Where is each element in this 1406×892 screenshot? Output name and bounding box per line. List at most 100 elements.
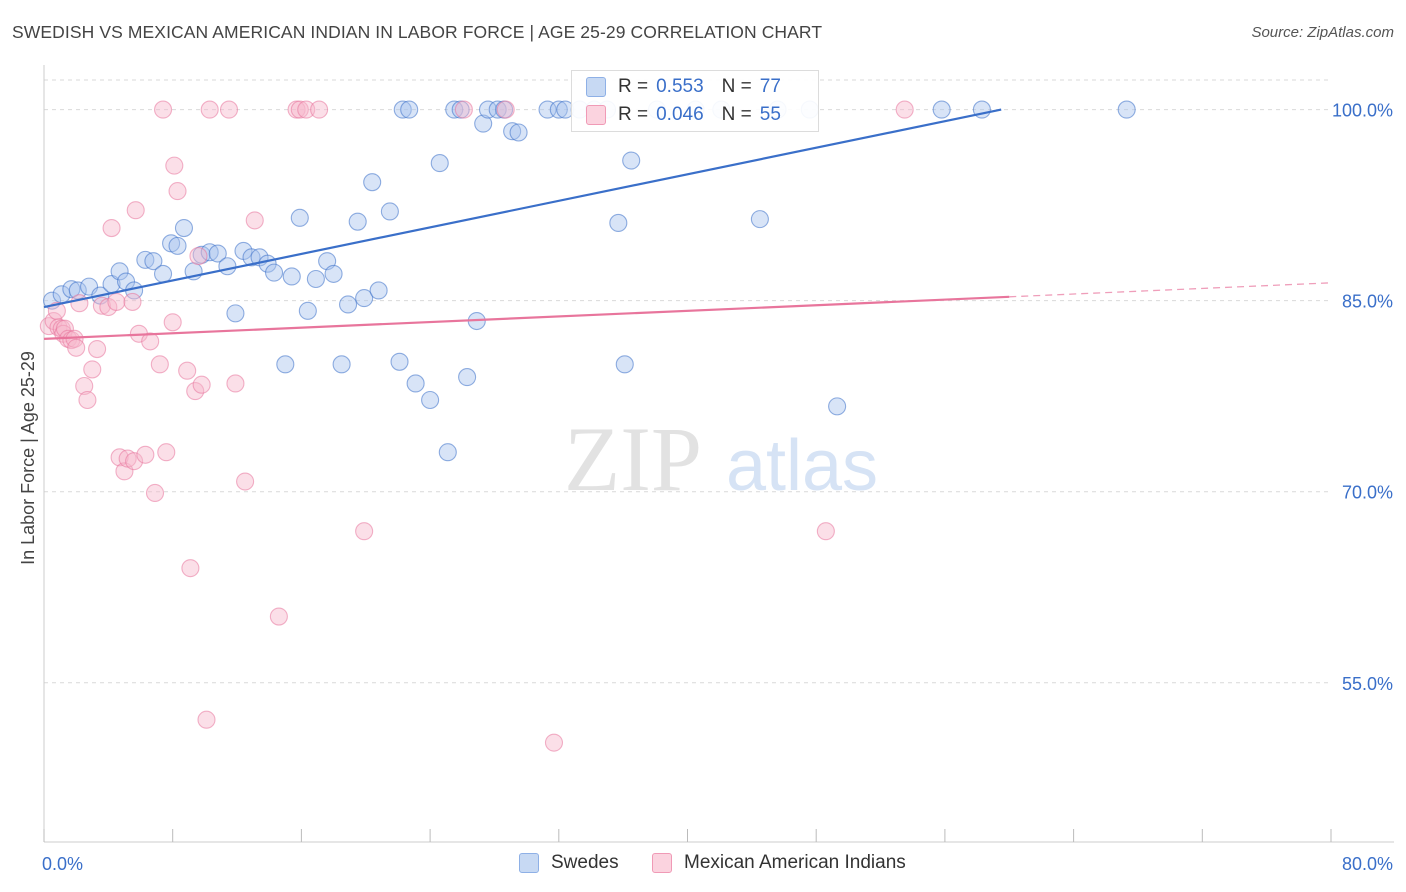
mexican-american-indians-swatch [586, 105, 606, 125]
swedes-trend-line [43, 108, 1002, 309]
mexican-american-indians-point [92, 296, 111, 315]
swedes-point [276, 355, 295, 374]
mexican-american-indians-point [75, 376, 94, 396]
swedes-point [438, 443, 457, 462]
y-tick-label: 55.0% [1342, 674, 1393, 694]
mexican-american-indians-point [544, 733, 564, 752]
swedes-point [750, 210, 769, 229]
mexican-american-indians-point [168, 182, 187, 201]
swedes-point [369, 281, 388, 300]
swedes-point [609, 213, 628, 232]
r-label: R = [618, 104, 649, 125]
mexican-american-indians-point [102, 218, 121, 238]
legend-item-mexican-american-indians: Mexican American Indians [652, 852, 906, 874]
swedes-point [393, 100, 412, 119]
swedes-point [168, 236, 187, 255]
swedes-point [218, 257, 237, 276]
mexican-american-indians-point [245, 211, 264, 230]
n-label: N = [721, 104, 752, 125]
swedes-point [62, 280, 81, 299]
watermark-zip: ZIP [564, 408, 702, 510]
swedes-point [430, 154, 449, 173]
tick-labels: 100.0% 85.0% 70.0% 55.0% 0.0% 80.0% [42, 101, 1393, 874]
mexican-american-indians-point [355, 522, 374, 541]
swedes-point [265, 263, 284, 282]
swedes-point [208, 244, 227, 263]
trend-lines [43, 108, 1332, 340]
swedes-point [390, 352, 409, 371]
mexican-american-indians-point [895, 100, 914, 119]
mexican-american-indians-point [200, 100, 219, 119]
mexican-american-indians-point [145, 483, 165, 503]
r-value: 0.046 [656, 104, 704, 125]
swedes-point [290, 208, 309, 227]
swedes-point [478, 100, 498, 119]
watermark: ZIP atlas [564, 408, 878, 510]
mexican-american-indians-point [70, 294, 89, 313]
swedes-point [355, 289, 374, 308]
mexican-american-indians-point [157, 443, 176, 462]
swedes-point [144, 252, 163, 271]
mexican-american-indians-point [236, 472, 255, 491]
y-tick-label: 85.0% [1342, 292, 1393, 312]
swedes-point [153, 264, 173, 283]
x-tick-label: 80.0% [1342, 854, 1393, 874]
swedes-point [332, 355, 351, 374]
mexican-american-indians-point [125, 452, 144, 471]
swedes-point [615, 355, 634, 374]
mexican-american-indians-point [192, 375, 211, 394]
swedes-point [828, 397, 847, 416]
mexican-american-indians-point [107, 292, 126, 311]
source-label: Source: ZipAtlas.com [1251, 24, 1394, 41]
swedes-point [549, 100, 568, 119]
n-value: 55 [759, 104, 781, 125]
swedes-legend-swatch [519, 853, 539, 873]
r-value: 0.553 [656, 76, 704, 97]
mexican-american-indians-trend-line [43, 295, 1010, 340]
y-tick-label: 100.0% [1332, 101, 1393, 121]
n-value: 77 [759, 76, 781, 97]
mexican-american-indians-point [123, 292, 142, 311]
mexican-american-indians-point [150, 355, 169, 374]
inset-legend: R = 0.553 N = 77 R = 0.046 N = 55 [571, 70, 819, 132]
mexican-american-indians-point [496, 100, 515, 119]
legend-label: Mexican American Indians [684, 852, 906, 873]
swedes-point [503, 122, 522, 141]
chart-title: SWEDISH VS MEXICAN AMERICAN INDIAN IN LA… [12, 22, 823, 42]
mexican-american-indians-point [219, 100, 239, 119]
swedes-swatch [586, 77, 606, 97]
swedes-point [282, 267, 301, 286]
swedes-point [226, 304, 245, 323]
mexican-american-indians-point [153, 100, 173, 119]
data-points [39, 100, 1136, 752]
mexican-american-indians-point [83, 360, 102, 379]
mexican-american-indians-point [141, 332, 160, 351]
mexican-american-indians-point [126, 201, 145, 220]
mexican-american-indians-point [178, 361, 197, 380]
swedes-point [622, 151, 641, 170]
mexican-american-indians-point [186, 382, 205, 401]
mexican-american-indians-point [290, 100, 309, 119]
mexican-american-indians-trend-line-extension [1009, 282, 1332, 298]
swedes-point [474, 114, 493, 133]
mexican-american-indians-point [88, 340, 107, 359]
swedes-point [174, 218, 194, 238]
mexican-american-indians-point [163, 313, 182, 332]
swedes-point [298, 301, 317, 320]
mexican-american-indians-point [181, 559, 200, 578]
y-tick-label: 70.0% [1342, 483, 1393, 503]
mexican-american-indians-point [189, 247, 208, 266]
swedes-point [348, 212, 367, 231]
mexican-american-indians-point [165, 156, 184, 175]
mexican-american-indians-point [816, 522, 835, 541]
mexican-american-indians-point [297, 100, 316, 119]
mexican-american-indians-point [67, 338, 86, 357]
legend-label: Swedes [551, 852, 619, 873]
swedes-point [509, 123, 528, 142]
swedes-point [1117, 100, 1136, 119]
swedes-point [363, 173, 382, 192]
swedes-point [932, 100, 951, 119]
mexican-american-indians-point [197, 710, 216, 729]
legend-item-swedes: Swedes [519, 852, 619, 874]
